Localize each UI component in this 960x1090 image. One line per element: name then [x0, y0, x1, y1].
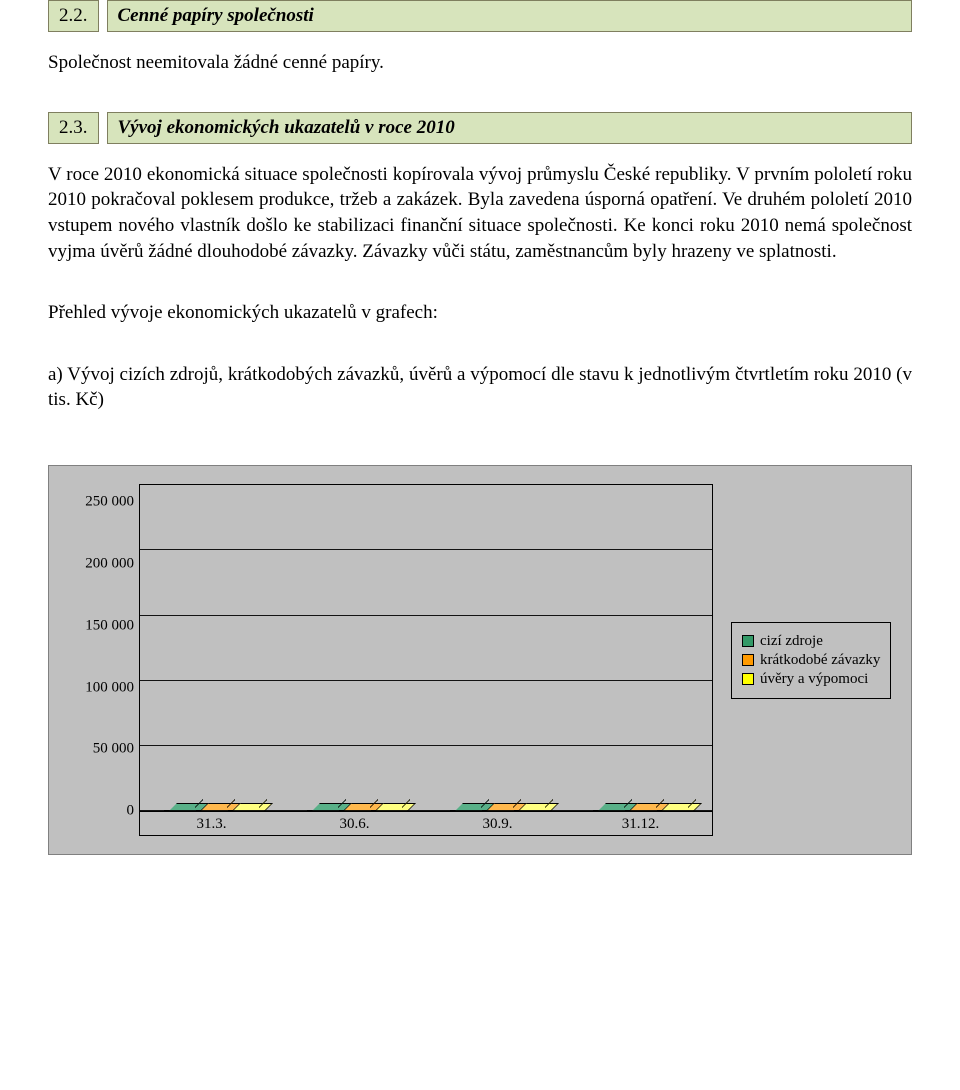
x-tick-label: 31.3. [140, 812, 283, 835]
body-paragraph: Přehled vývoje ekonomických ukazatelů v … [48, 300, 912, 326]
chart-plot-area: 050 000100 000150 000200 000250 000 31.3… [139, 484, 713, 836]
legend-label: krátkodobé závazky [760, 652, 880, 669]
section-header-2-3: 2.3. Vývoj ekonomických ukazatelů v roce… [48, 112, 912, 144]
y-tick-label: 150 000 [68, 617, 134, 634]
legend-swatch [742, 635, 754, 647]
bar-chart: 0 50 000 100 000 150 000 200 000 250 000 31.3… [48, 465, 912, 855]
legend-label: úvěry a výpomoci [760, 671, 868, 688]
section-number: 2.2. [48, 0, 99, 32]
plot-area [140, 485, 712, 811]
legend-label: cizí zdroje [760, 633, 823, 650]
legend-item: cizí zdroje [742, 633, 880, 650]
legend-swatch [742, 654, 754, 666]
gridline [140, 484, 712, 485]
legend-item: úvěry a výpomoci [742, 671, 880, 688]
gridline [140, 745, 712, 746]
legend-swatch [742, 673, 754, 685]
y-tick-label: 250 000 [68, 494, 134, 511]
x-axis: 31.3.30.6.30.9.31.12. [140, 811, 712, 835]
section-header-2-2: 2.2. Cenné papíry společnosti [48, 0, 912, 32]
section-title: Vývoj ekonomických ukazatelů v roce 2010 [107, 112, 913, 144]
gridline [140, 549, 712, 550]
x-tick-label: 31.12. [569, 812, 712, 835]
document-page: 2.2. Cenné papíry společnosti Společnost… [0, 0, 960, 855]
y-tick-label: 50 000 [68, 741, 134, 758]
body-paragraph: Společnost neemitovala žádné cenné papír… [48, 50, 912, 76]
section-title: Cenné papíry společnosti [107, 0, 913, 32]
gridline [140, 680, 712, 681]
chart-legend: cizí zdroje krátkodobé závazky úvěry a výp… [713, 484, 893, 836]
y-tick-label: 100 000 [68, 679, 134, 696]
y-tick-label: 200 000 [68, 555, 134, 572]
section-number: 2.3. [48, 112, 99, 144]
gridline [140, 615, 712, 616]
x-tick-label: 30.6. [283, 812, 426, 835]
gridline [140, 810, 712, 811]
body-paragraph: a) Vývoj cizích zdrojů, krátkodobých záv… [48, 362, 912, 413]
legend-item: krátkodobé závazky [742, 652, 880, 669]
x-tick-label: 30.9. [426, 812, 569, 835]
y-axis: 050 000100 000150 000200 000250 000 [68, 485, 134, 811]
body-paragraph: V roce 2010 ekonomická situace společnos… [48, 162, 912, 265]
y-tick-label: 0 [68, 803, 134, 820]
